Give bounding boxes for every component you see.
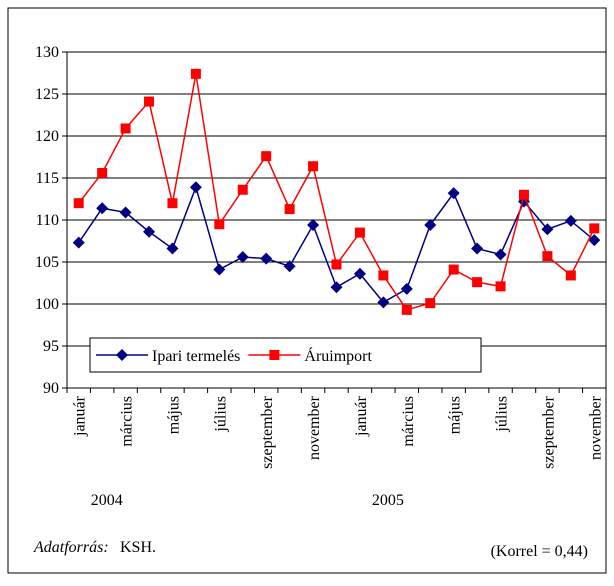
- group-label: 2005: [372, 492, 404, 509]
- x-tick-label: március: [400, 396, 417, 447]
- data-point: [283, 260, 296, 273]
- data-point: [261, 151, 272, 162]
- y-tick-label: 125: [35, 86, 59, 103]
- x-tick-label: július: [212, 396, 229, 433]
- data-point: [167, 198, 178, 209]
- x-tick-label: január: [353, 395, 370, 437]
- data-point: [564, 214, 577, 227]
- x-tick-label: november: [306, 395, 323, 460]
- y-tick-label: 105: [35, 254, 59, 271]
- legend-marker: [116, 349, 128, 361]
- data-point: [448, 264, 459, 275]
- legend-label: Áruimport: [304, 346, 372, 365]
- data-point: [424, 219, 437, 232]
- data-point: [588, 234, 601, 247]
- x-tick-label: május: [447, 396, 464, 434]
- legend-label: Ipari termelés: [152, 348, 240, 365]
- data-point: [447, 187, 460, 200]
- plot-area: 90 95 100 105 110 115 120 125 130 január március má…: [35, 44, 607, 509]
- source-label: Adatforrás:: [33, 539, 109, 556]
- legend-marker: [269, 350, 280, 360]
- legend-box: [89, 337, 482, 373]
- data-point: [120, 123, 131, 134]
- data-point: [307, 219, 320, 232]
- x-tick-label: szeptember: [259, 395, 276, 469]
- data-point: [72, 236, 85, 249]
- legend: Ipari termelés Áruimport: [89, 337, 482, 373]
- y-tick-label: 115: [36, 170, 59, 187]
- data-point: [308, 161, 319, 172]
- data-point: [284, 204, 295, 215]
- y-tick-label: 95: [43, 338, 59, 355]
- data-point: [260, 252, 273, 265]
- note: (Korrel = 0,44): [491, 543, 588, 560]
- data-point: [214, 219, 225, 230]
- data-point: [96, 202, 109, 215]
- data-point: [542, 251, 553, 262]
- data-point: [400, 282, 413, 295]
- y-tick-label: 130: [35, 44, 59, 61]
- data-point: [73, 198, 84, 209]
- data-point: [472, 277, 483, 288]
- data-point: [237, 184, 248, 195]
- x-tick-label: július: [494, 396, 511, 433]
- x-tick-label: május: [165, 396, 182, 434]
- data-point: [166, 242, 179, 255]
- data-point: [190, 68, 201, 79]
- chart-frame: [7, 7, 607, 574]
- data-point: [494, 248, 507, 261]
- data-point: [236, 250, 249, 263]
- data-point: [378, 270, 389, 281]
- y-tick-label: 100: [35, 296, 59, 313]
- x-tick-label: szeptember: [540, 395, 557, 469]
- data-point: [143, 225, 156, 238]
- y-tick-label: 120: [35, 128, 59, 145]
- data-point: [97, 167, 108, 178]
- data-point: [354, 227, 365, 238]
- data-point: [518, 189, 529, 200]
- data-point: [331, 259, 342, 270]
- source: KSH.: [120, 539, 156, 556]
- data-point: [144, 96, 155, 107]
- data-point: [119, 206, 132, 219]
- y-tick-label: 90: [43, 380, 59, 397]
- data-point: [189, 181, 202, 194]
- data-point: [401, 304, 412, 315]
- x-tick-label: március: [119, 396, 136, 447]
- data-point: [565, 270, 576, 281]
- y-tick-label: 110: [36, 212, 59, 229]
- data-point: [353, 267, 366, 280]
- data-point: [425, 298, 436, 309]
- data-point: [541, 223, 554, 236]
- data-point: [213, 263, 226, 276]
- x-tick-label: november: [587, 395, 604, 460]
- data-point: [377, 296, 390, 309]
- data-point: [495, 281, 506, 292]
- group-label: 2004: [91, 492, 123, 509]
- data-point: [471, 242, 484, 255]
- data-point: [330, 281, 343, 294]
- x-tick-label: január: [72, 395, 89, 437]
- data-point: [589, 223, 600, 234]
